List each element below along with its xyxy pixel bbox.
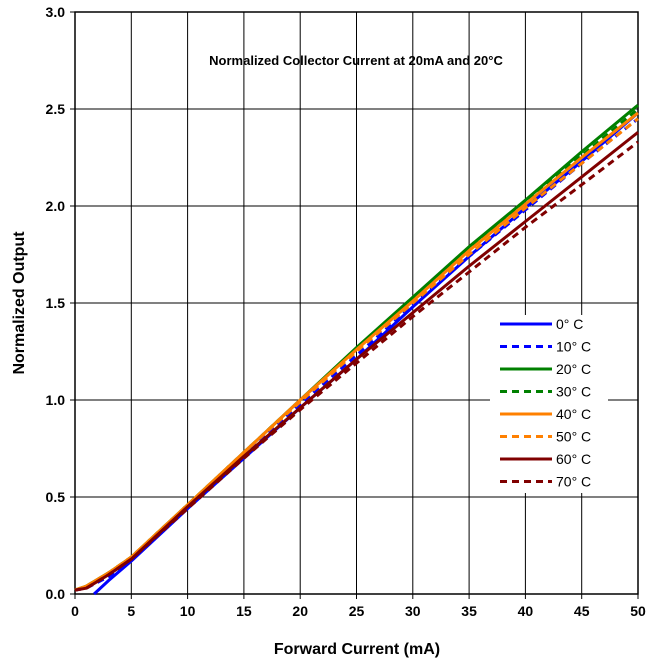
- legend-label: 40° C: [556, 406, 591, 422]
- x-tick-label: 40: [518, 603, 534, 619]
- legend-box: [490, 315, 608, 493]
- series-line-7: [74, 140, 639, 592]
- y-tick-label: 1.5: [46, 295, 66, 311]
- axis-ticks: 0 5 10 15 20 25 30 35 40 45 50 0.0 0.5 1.0 1.5 2.0 2.5 3.…: [46, 4, 646, 619]
- legend-label: 0° C: [556, 316, 583, 332]
- x-tick-label: 10: [180, 603, 196, 619]
- legend: 0° C 10° C 20° C 30° C 40° C 50° C 60° C 70° C: [490, 315, 608, 493]
- chart-title: Normalized Collector Current at 20mA and…: [209, 53, 503, 68]
- legend-label: 60° C: [556, 451, 591, 467]
- legend-label: 50° C: [556, 429, 591, 445]
- y-axis-title: Normalized Output: [11, 231, 28, 375]
- x-tick-label: 15: [236, 603, 252, 619]
- x-tick-label: 45: [574, 603, 590, 619]
- x-tick-label: 35: [461, 603, 477, 619]
- x-axis-title: Forward Current (mA): [274, 641, 440, 658]
- series-line-5: [74, 117, 639, 592]
- legend-label: 20° C: [556, 361, 591, 377]
- x-tick-label: 5: [127, 603, 135, 619]
- y-tick-label: 1.0: [46, 392, 66, 408]
- legend-label: 30° C: [556, 384, 591, 400]
- legend-label: 70° C: [556, 474, 591, 490]
- y-tick-label: 2.5: [46, 101, 66, 117]
- y-tick-label: 3.0: [46, 4, 66, 20]
- x-tick-label: 0: [71, 603, 79, 619]
- y-tick-label: 0.0: [46, 586, 66, 602]
- series-lines: [74, 103, 639, 596]
- y-tick-label: 0.5: [46, 489, 66, 505]
- x-tick-label: 25: [349, 603, 365, 619]
- x-tick-label: 30: [405, 603, 421, 619]
- x-tick-label: 50: [630, 603, 646, 619]
- legend-label: 10° C: [556, 339, 591, 355]
- x-tick-label: 20: [292, 603, 308, 619]
- y-tick-label: 2.0: [46, 198, 66, 214]
